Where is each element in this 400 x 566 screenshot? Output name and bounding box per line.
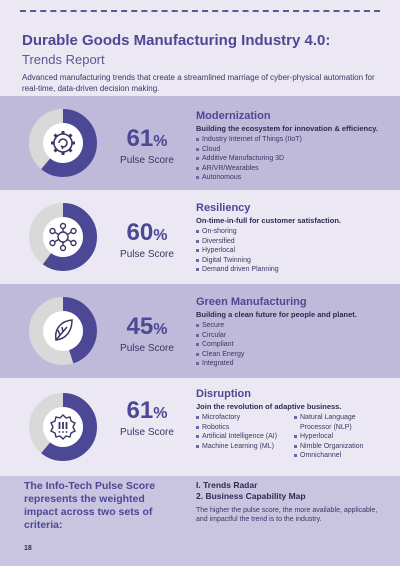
- trend-section-resiliency: 60% Pulse Score Resiliency On-time-in-fu…: [0, 190, 400, 284]
- score-unit: %: [153, 133, 168, 150]
- pulse-score: 60% Pulse Score: [112, 219, 182, 261]
- trend-list-columns: Microfactory Robotics Artificial Intelli…: [196, 411, 386, 461]
- score-unit: %: [153, 405, 168, 422]
- list-item: Demand driven Planning: [196, 265, 386, 275]
- list-item: Diversified: [196, 237, 386, 247]
- pulse-donut: [29, 203, 97, 271]
- trend-heading: Modernization: [196, 110, 271, 122]
- explanation-summary: The Info-Tech Pulse Score represents the…: [24, 480, 156, 531]
- pulse-score: 61% Pulse Score: [112, 397, 182, 439]
- trend-tagline: On-time-in-full for customer satisfactio…: [196, 216, 342, 225]
- trend-section-disruption: 61% Pulse Score Disruption Join the revo…: [0, 378, 400, 476]
- list-item: Natural Language Processor (NLP): [294, 413, 386, 432]
- trend-heading: Disruption: [196, 388, 251, 400]
- trend-list: Secure Circular Compliant Clean Energy I…: [196, 321, 386, 369]
- trend-section-modernization: 61% Pulse Score Modernization Building t…: [0, 96, 400, 190]
- score-value: 61: [126, 125, 154, 152]
- trend-tagline: Join the revolution of adaptive business…: [196, 402, 342, 411]
- trend-content: Green Manufacturing Building a clean fut…: [196, 296, 386, 369]
- intro-text: Advanced manufacturing trends that creat…: [22, 73, 375, 93]
- trend-tagline: Building the ecosystem for innovation & …: [196, 124, 378, 133]
- trend-list: Microfactory Robotics Artificial Intelli…: [196, 413, 288, 461]
- list-item: Hyperlocal: [196, 246, 386, 256]
- trend-heading: Green Manufacturing: [196, 296, 307, 308]
- trend-tagline: Building a clean future for people and p…: [196, 310, 357, 319]
- explanation-note: The higher the pulse score, the more ava…: [196, 507, 378, 523]
- list-item: Industry Internet of Things (IIoT): [196, 135, 386, 145]
- trend-heading: Resiliency: [196, 202, 251, 214]
- score-unit: %: [153, 227, 168, 244]
- top-divider: [20, 10, 380, 22]
- explanation-criteria: I. Trends Radar 2. Business Capability M…: [196, 480, 386, 524]
- score-unit: %: [153, 321, 168, 338]
- page-number: 18: [24, 545, 32, 552]
- score-value: 61: [126, 397, 154, 424]
- list-item: Hyperlocal: [294, 432, 386, 442]
- trend-list: On-shoring Diversified Hyperlocal Digita…: [196, 227, 386, 275]
- score-value: 60: [126, 219, 154, 246]
- criteria-item: 2. Business Capability Map: [196, 491, 306, 501]
- pulse-score: 61% Pulse Score: [112, 125, 182, 167]
- leaf-icon: [54, 319, 73, 341]
- score-label: Pulse Score: [120, 427, 174, 438]
- list-item: Robotics: [196, 423, 288, 433]
- trend-content: Modernization Building the ecosystem for…: [196, 110, 386, 183]
- page-subtitle: Trends Report: [22, 52, 105, 67]
- pulse-score-explanation: The Info-Tech Pulse Score represents the…: [0, 476, 400, 566]
- gear-refresh-icon: [51, 131, 75, 155]
- score-label: Pulse Score: [120, 155, 174, 166]
- page-title: Durable Goods Manufacturing Industry 4.0…: [22, 32, 331, 49]
- list-item: Autonomous: [196, 173, 386, 183]
- list-item: Digital Twinning: [196, 256, 386, 266]
- list-item: On-shoring: [196, 227, 386, 237]
- list-item: Cloud: [196, 145, 386, 155]
- list-item: Clean Energy: [196, 350, 386, 360]
- pulse-donut: [29, 393, 97, 461]
- list-item: Omnichannel: [294, 451, 386, 461]
- criteria-item: I. Trends Radar: [196, 480, 258, 490]
- trend-content: Resiliency On-time-in-full for customer …: [196, 202, 386, 275]
- list-item: Integrated: [196, 359, 386, 369]
- trend-list: Industry Internet of Things (IIoT) Cloud…: [196, 135, 386, 183]
- network-hub-icon: [49, 222, 77, 252]
- list-item: AR/VR/Wearables: [196, 164, 386, 174]
- pulse-score: 45% Pulse Score: [112, 313, 182, 355]
- score-label: Pulse Score: [120, 249, 174, 260]
- pulse-donut: [29, 109, 97, 177]
- list-item: Secure: [196, 321, 386, 331]
- list-item: Artificial Intelligence (AI): [196, 432, 288, 442]
- alert-badge-icon: [50, 414, 76, 440]
- list-item: Additive Manufacturing 3D: [196, 154, 386, 164]
- list-item: Circular: [196, 331, 386, 341]
- trend-section-green-manufacturing: 45% Pulse Score Green Manufacturing Buil…: [0, 284, 400, 378]
- score-value: 45: [126, 313, 154, 340]
- score-label: Pulse Score: [120, 343, 174, 354]
- list-item: Microfactory: [196, 413, 288, 423]
- pulse-donut: [29, 297, 97, 365]
- list-item: Nimble Organization: [294, 442, 386, 452]
- trend-content: Disruption Join the revolution of adapti…: [196, 388, 386, 461]
- trend-list: Natural Language Processor (NLP) Hyperlo…: [294, 413, 386, 461]
- list-item: Compliant: [196, 340, 386, 350]
- list-item: Machine Learning (ML): [196, 442, 288, 452]
